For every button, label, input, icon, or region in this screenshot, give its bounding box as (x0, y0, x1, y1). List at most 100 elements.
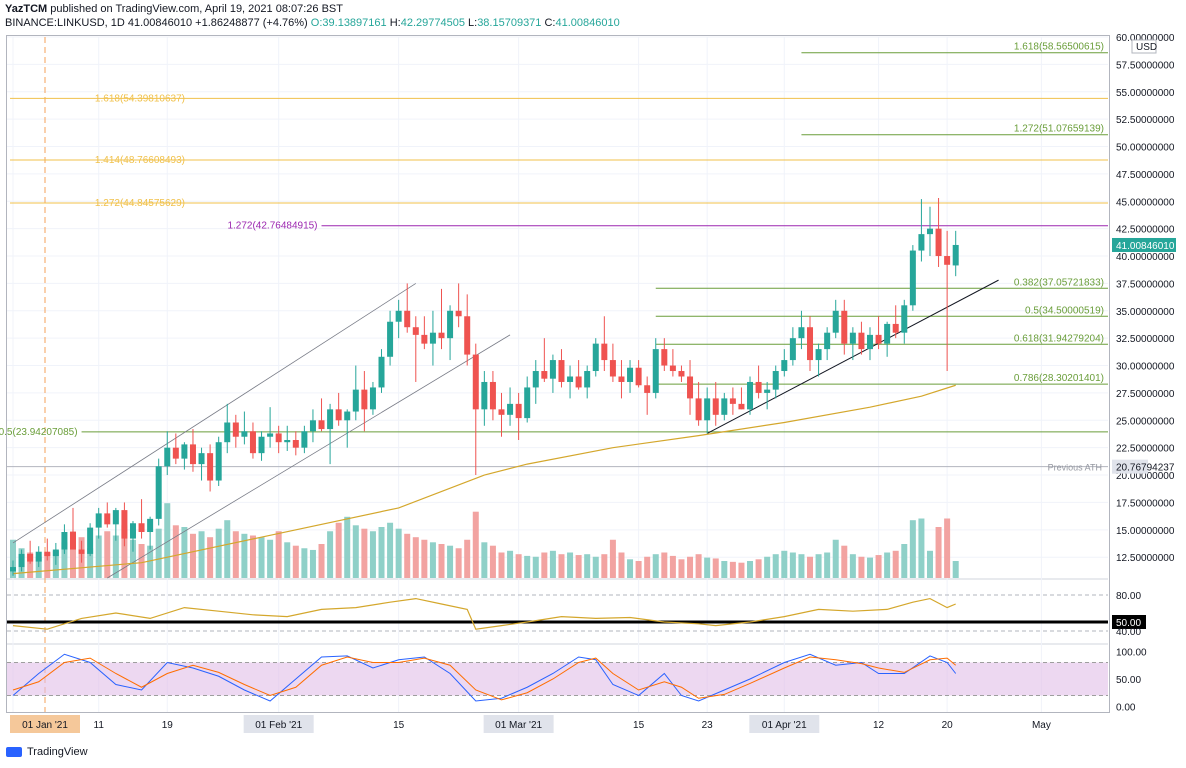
volume-bar (875, 555, 882, 578)
stoch-band (7, 662, 1108, 696)
fib-level-label: 1.618(54.39810637) (95, 93, 185, 104)
volume-bar (198, 531, 205, 578)
x-tick-label: 15 (633, 720, 645, 731)
volume-bar (447, 545, 454, 578)
candle-body (352, 389, 359, 412)
candle-body (309, 420, 316, 432)
candle-body (944, 256, 951, 265)
volume-bar (918, 518, 925, 578)
candle-body (729, 398, 736, 404)
fib-level-label: 0.5(23.94207085) (0, 427, 78, 438)
candle-body (464, 316, 471, 355)
price-tick-label: 50.00000000 (1116, 143, 1175, 154)
volume-bar (867, 557, 873, 578)
x-tick-label: 15 (393, 720, 405, 731)
high-label: H: (389, 17, 401, 29)
volume-bar (172, 525, 179, 578)
volume-bar (926, 550, 933, 578)
author-name[interactable]: YazTCM (5, 3, 48, 15)
last-price: 41.00846010 (127, 17, 193, 29)
moving-average-line (12, 384, 956, 575)
fib-level-label: 0.786(28.30201401) (1014, 373, 1104, 384)
volume-bar (421, 539, 428, 578)
volume-bar (95, 535, 102, 578)
low-label: L: (468, 17, 478, 29)
volume-bar (541, 552, 548, 578)
candle-body (789, 338, 796, 361)
volume-bar (807, 556, 814, 578)
volume-bar (301, 548, 308, 578)
candle-body (627, 367, 634, 382)
candle-body (129, 523, 136, 539)
fib-level-label: 1.272(42.76484915) (227, 221, 317, 232)
x-label-box (10, 715, 80, 733)
candle-body (27, 553, 34, 562)
volume-bar (241, 533, 248, 578)
volume-bar (327, 531, 334, 578)
volume-bar (44, 552, 51, 578)
candle-body (284, 440, 291, 443)
volume-bar (352, 525, 359, 578)
candle-body (867, 334, 873, 350)
candle-body (489, 381, 496, 410)
volume-bar (909, 520, 916, 578)
published-text: published on TradingView.com, April 19, … (50, 3, 343, 15)
x-tick-label: 23 (702, 720, 714, 731)
candle-body (952, 244, 959, 266)
candle-body (841, 310, 848, 344)
open-value: 39.13897161 (322, 17, 387, 29)
price-tick-label: 25.00000000 (1116, 416, 1175, 427)
volume-bar (189, 533, 196, 578)
candle-body (189, 444, 196, 465)
candle-body (678, 371, 685, 377)
fib-level-label: 1.618(58.56500615) (1014, 42, 1104, 53)
candle-body (515, 403, 522, 419)
chart-frame[interactable] (6, 35, 1110, 713)
volume-bar (61, 542, 68, 578)
candle-body (52, 549, 59, 557)
price-tick-label: 32.50000000 (1116, 334, 1175, 345)
volume-bar (69, 531, 76, 578)
candle-body (138, 523, 145, 533)
candle-body (892, 323, 899, 333)
candle-body (798, 327, 805, 339)
candle-body (198, 453, 205, 465)
volume-bar (524, 555, 531, 578)
candle-body (275, 433, 282, 443)
candle-body (755, 381, 762, 393)
candle-body (267, 433, 274, 437)
volume-bar (567, 552, 574, 578)
x-label-box (243, 715, 314, 733)
candle-body (421, 334, 428, 344)
previous-ath-label: Previous ATH (1048, 463, 1102, 473)
x-tick-label: May (1032, 720, 1051, 731)
ohlc-line: BINANCE:LINKUSD, 1D 41.00846010 +1.86248… (5, 17, 620, 29)
candle-body (772, 371, 779, 390)
volume-bar (232, 531, 239, 578)
previous-ath-box (1112, 459, 1148, 474)
volume-bar (575, 555, 582, 578)
volume-bar (309, 549, 316, 578)
currency-label: USD (1136, 42, 1157, 53)
volume-bar (27, 552, 34, 578)
fib-level-label: 0.5(34.50000519) (1025, 305, 1104, 316)
candle-body (35, 551, 42, 562)
volume-bar (258, 537, 265, 578)
volume-bar (858, 556, 865, 578)
tradingview-logo-icon (6, 747, 22, 757)
candle-body (909, 250, 916, 306)
volume-bar (952, 561, 959, 578)
volume-bar (789, 552, 796, 578)
candle-body (232, 422, 239, 437)
x-tick-label: 01 Jan '21 (22, 720, 68, 731)
candle-body (472, 354, 479, 410)
candle-body (575, 376, 582, 388)
volume-bar (532, 556, 539, 578)
candle-body (241, 431, 248, 437)
volume-bar (129, 539, 136, 578)
rsi-tick-label: 80.00 (1116, 591, 1141, 602)
volume-bar (498, 552, 505, 578)
price-tick-label: 27.50000000 (1116, 389, 1175, 400)
candle-body (378, 356, 385, 388)
